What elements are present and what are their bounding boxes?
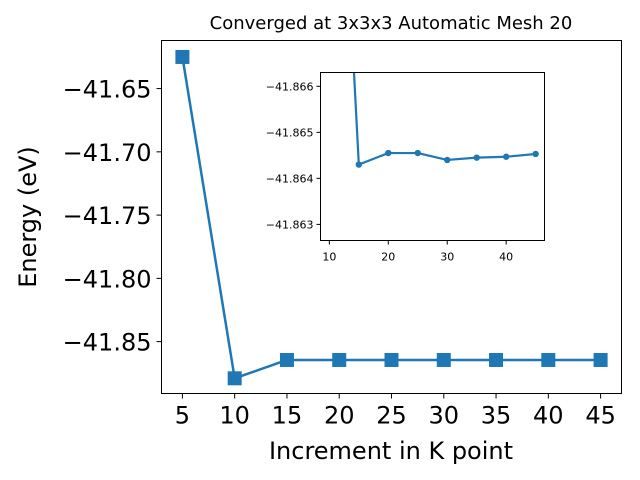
inset-y-tick-label: −41.864 [266, 172, 314, 185]
main-y-tick-label: −41.70 [63, 139, 152, 167]
main-y-tick-label: −41.65 [63, 76, 152, 104]
inset-plot-frame [320, 72, 545, 241]
main-y-tick-label: −41.80 [63, 265, 152, 293]
main-data-point [332, 352, 347, 367]
main-y-tick-label: −41.75 [63, 202, 152, 230]
inset-x-tick-label: 10 [322, 251, 336, 264]
inset-data-point [473, 154, 480, 161]
inset-x-tick-label: 20 [381, 251, 395, 264]
inset-y-tick-label: −41.863 [266, 218, 314, 231]
main-x-tick-label: 45 [585, 402, 616, 430]
main-x-tick-label: 35 [481, 402, 512, 430]
main-data-point [436, 352, 451, 367]
inset-series-group [352, 72, 539, 168]
inset-y-ticks: −41.866 −41.865 −41.864 −41.863 [266, 80, 321, 231]
inset-data-point [355, 161, 363, 168]
chart-title: Converged at 3x3x3 Automatic Mesh 20 [210, 13, 573, 34]
main-data-point [384, 352, 399, 367]
main-x-tick-label: 10 [219, 402, 250, 430]
main-data-point [489, 352, 504, 367]
inset-data-point [414, 149, 421, 157]
main-plot-area: 5 10 15 20 25 30 35 40 45 −41.85−41.80−41.75−41.… [63, 40, 622, 430]
inset-data-point [532, 150, 539, 158]
main-x-tick-label: 5 [175, 402, 190, 430]
inset-plot-area: 10 20 30 40 −41.866 −41.865 −41.864 −41.863 [266, 72, 545, 264]
main-data-point [593, 352, 608, 367]
inset-x-tick-label: 40 [499, 251, 513, 264]
inset-y-tick-label: −41.865 [266, 126, 314, 139]
inset-data-point [444, 156, 451, 164]
inset-x-ticks: 10 20 30 40 [322, 240, 513, 264]
main-series [175, 49, 608, 386]
main-y-ticks: −41.85 −41.80 −41.75 −41.70 −41.65 [63, 76, 162, 357]
inset-series [352, 72, 539, 168]
main-x-tick-label: 30 [428, 402, 459, 430]
main-x-tick-label: 40 [533, 402, 564, 430]
main-data-point [227, 371, 242, 386]
y-axis-label: Energy (eV) [14, 146, 42, 288]
main-x-ticks: 5 10 15 20 25 30 35 40 45 [175, 393, 616, 430]
inset-data-point [385, 149, 392, 157]
main-y-tick-label: −41.85 [63, 329, 152, 357]
main-x-tick-label: 25 [376, 402, 407, 430]
inset-x-tick-label: 30 [440, 251, 454, 264]
main-x-tick-label: 20 [324, 402, 355, 430]
inset-data-point [502, 153, 510, 160]
inset-series-line [352, 72, 536, 166]
inset-y-tick-label: −41.866 [266, 80, 314, 93]
x-axis-label: Increment in K point [269, 437, 513, 465]
main-x-tick-label: 15 [272, 402, 303, 430]
main-data-point [541, 352, 556, 367]
main-data-point [175, 49, 190, 64]
main-data-point [279, 352, 294, 367]
